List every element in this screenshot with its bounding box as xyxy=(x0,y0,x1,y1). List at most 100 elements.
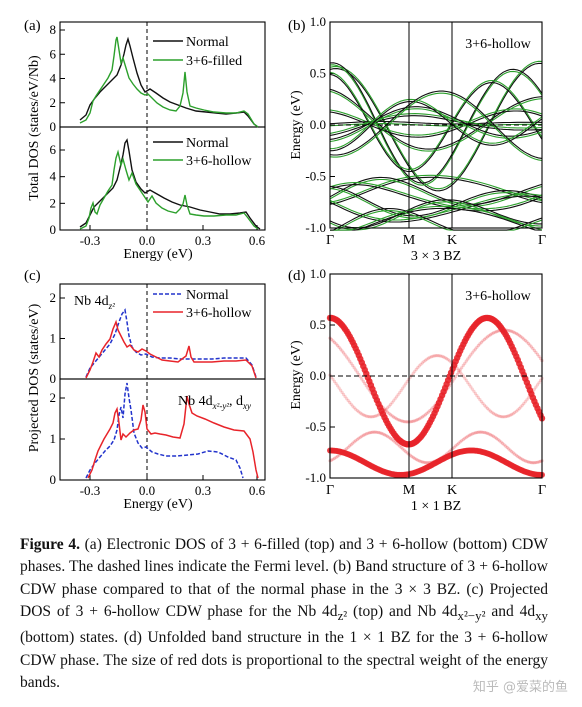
spectral-weight-dot xyxy=(461,363,465,367)
spectral-weight-dot xyxy=(366,431,370,435)
spectral-weight-dot xyxy=(346,399,350,403)
spectral-weight-dot xyxy=(481,401,485,405)
spectral-weight-dot xyxy=(431,460,435,464)
spectral-weight-dot xyxy=(379,431,384,435)
spectral-weight-dot xyxy=(417,459,421,463)
spectral-weight-dot xyxy=(454,444,458,448)
spectral-weight-dot xyxy=(332,379,337,384)
spectral-weight-dot xyxy=(466,381,470,385)
xtick-label: -0.3 xyxy=(80,233,101,248)
spectral-weight-dot xyxy=(399,388,403,392)
dos-3-6-filled xyxy=(79,36,259,128)
spectral-weight-dot xyxy=(390,401,394,405)
spectral-weight-dot xyxy=(429,460,434,464)
spectral-weight-dot xyxy=(352,406,356,410)
spectral-weight-dot xyxy=(373,430,377,434)
band-line xyxy=(329,90,543,159)
spectral-weight-dot xyxy=(432,459,437,463)
caption-sub-dxy: xy xyxy=(535,607,548,623)
spectral-weight-dot xyxy=(443,390,447,394)
spectral-weight-dot xyxy=(522,337,526,341)
spectral-weight-dot xyxy=(363,433,367,437)
spectral-weight-dot xyxy=(434,354,438,358)
orbital-label-dz2: Nb 4dz² xyxy=(74,294,115,311)
spectral-weight-dot xyxy=(526,460,531,464)
spectral-weight-dot xyxy=(440,394,444,398)
spectral-weight-dot xyxy=(513,452,517,456)
spectral-weight-dot xyxy=(375,414,379,418)
spectral-weight-dot xyxy=(482,337,487,341)
spectral-weight-dot xyxy=(467,383,471,387)
xtick-label: 0.3 xyxy=(195,233,211,248)
spectral-weight-dot xyxy=(381,432,385,436)
ytick-label: -0.5 xyxy=(305,419,326,434)
figure-caption: Figure 4. (a) Electronic DOS of 3 + 6-fi… xyxy=(20,534,548,694)
spectral-weight-dot xyxy=(481,430,485,434)
spectral-weight-dot xyxy=(504,328,508,332)
pdos-normal-bottom xyxy=(85,382,244,479)
spectral-weight-dot xyxy=(437,457,441,461)
band-line xyxy=(329,98,543,150)
spectral-weight-dot xyxy=(511,412,515,416)
spectral-weight-dot xyxy=(478,430,482,434)
panel-c-xlabel: Energy (eV) xyxy=(123,497,193,512)
spectral-weight-dot xyxy=(475,430,479,435)
panel-a-bottom-legend: Normal 3+6-hollow xyxy=(153,136,252,169)
spectral-weight-dot xyxy=(469,433,473,437)
spectral-weight-dot xyxy=(379,404,384,408)
spectral-weight-dot xyxy=(384,407,388,411)
spectral-weight-dot xyxy=(495,330,499,334)
panel-a-top-yticks: 0 2 4 6 8 xyxy=(50,22,65,134)
spectral-weight-dot xyxy=(428,355,432,359)
figure-4: (a) Total DOS (states/eV/Nb) Energy (eV)… xyxy=(24,14,546,514)
spectral-weight-dot xyxy=(404,450,408,454)
spectral-weight-dot xyxy=(467,433,471,437)
spectral-weight-dot xyxy=(337,345,341,349)
spectral-weight-dot xyxy=(376,413,381,417)
ytick-label: -1.0 xyxy=(305,470,326,485)
spectral-weight-dot xyxy=(349,402,353,406)
dos-normal-top xyxy=(79,36,259,128)
spectral-weight-dot xyxy=(351,404,355,408)
spectral-weight-dot xyxy=(332,456,337,460)
spectral-weight-dot xyxy=(487,408,491,412)
panel-c-top-yticks: 0 1 2 xyxy=(50,290,65,386)
spectral-weight-dot xyxy=(360,434,364,438)
spectral-weight-dot xyxy=(387,411,391,416)
ytick-label: 2 xyxy=(50,95,57,110)
legend-normal: Normal xyxy=(186,288,229,303)
spectral-weight-dot xyxy=(411,371,415,375)
spectral-weight-dot xyxy=(538,378,543,383)
spectral-weight-dot xyxy=(382,433,387,437)
spectral-weight-dot xyxy=(384,409,388,413)
spectral-weight-dot xyxy=(414,418,418,422)
spectral-weight-dot xyxy=(525,340,529,344)
kpoint-label: Γ xyxy=(326,233,334,248)
spectral-weight-dot xyxy=(367,431,371,435)
spectral-weight-dot xyxy=(446,358,450,362)
panel-c-label: (c) xyxy=(24,268,41,284)
spectral-weight-dot xyxy=(358,411,362,415)
panel-a-ylabel: Total DOS (states/eV/Nb) xyxy=(27,55,42,201)
panel-b-bz: 3 × 3 BZ xyxy=(411,249,461,264)
spectral-weight-dot xyxy=(389,413,393,417)
spectral-weight-dot xyxy=(348,444,352,448)
spectral-weight-dot xyxy=(360,412,364,416)
band-line xyxy=(330,207,542,231)
spectral-weight-dot xyxy=(470,432,474,436)
panel-b: (b) Energy (eV) 1.0 0.5 0.0 -0.5 -1.0 3+6-ho… xyxy=(288,14,546,264)
band-line xyxy=(329,208,543,231)
spectral-weight-dot xyxy=(413,419,417,423)
spectral-weight-dot xyxy=(501,441,505,445)
legend-3-6-filled: 3+6-filled xyxy=(186,54,242,69)
spectral-weight-dot xyxy=(469,385,473,389)
spectral-weight-dot xyxy=(355,409,359,413)
spectral-weight-dot xyxy=(334,382,338,386)
spectral-weight-dot xyxy=(528,343,532,347)
spectral-weight-dot xyxy=(342,351,346,355)
spectral-weight-dot xyxy=(458,370,462,374)
spectral-weight-dot xyxy=(402,384,406,388)
spectral-weight-dot xyxy=(479,430,483,434)
panel-d: (d) Energy (eV) 1.0 0.5 0.0 -0.5 -1.0 3+6-ho… xyxy=(288,266,546,514)
spectral-weight-dot xyxy=(526,396,531,400)
